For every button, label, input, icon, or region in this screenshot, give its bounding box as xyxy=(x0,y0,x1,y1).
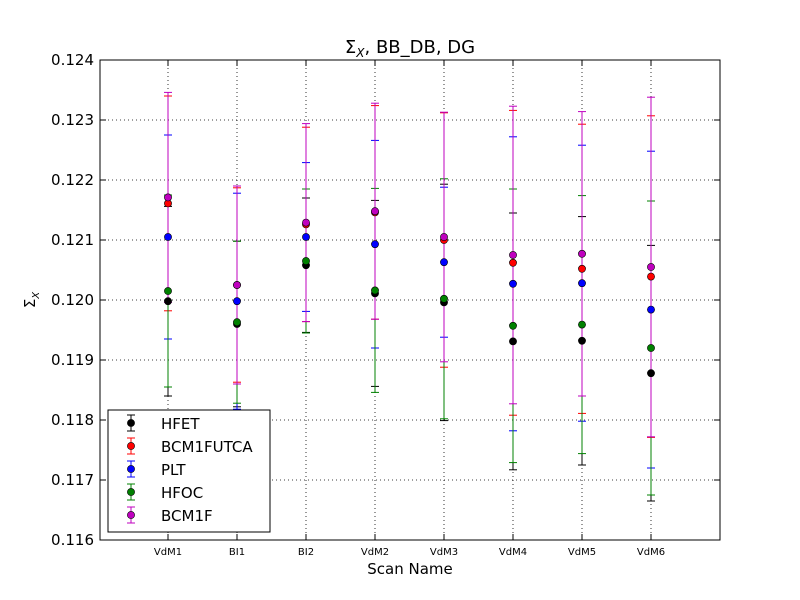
data-point xyxy=(647,272,655,281)
data-point xyxy=(302,218,310,227)
data-point xyxy=(302,233,310,241)
data-point xyxy=(302,257,310,265)
data-point xyxy=(509,279,517,288)
data-point xyxy=(578,249,586,258)
title-rest: , BB_DB, DG xyxy=(365,37,476,58)
legend-label: BCM1FUTCA xyxy=(161,438,253,456)
x-tick-label: VdM1 xyxy=(154,547,182,558)
data-point xyxy=(509,321,517,330)
legend-marker xyxy=(127,419,135,427)
data-point xyxy=(233,297,241,306)
title-subscript: X xyxy=(355,46,365,60)
data-point xyxy=(440,233,448,241)
legend-label: PLT xyxy=(161,461,186,479)
legend-label: HFET xyxy=(161,415,200,433)
data-point xyxy=(164,297,172,306)
x-tick-label: BI2 xyxy=(298,547,314,558)
title-symbol: Σ xyxy=(345,37,356,58)
data-point xyxy=(371,240,379,249)
y-tick-label: 0.119 xyxy=(51,351,94,369)
data-point xyxy=(509,251,517,259)
data-point xyxy=(647,369,655,378)
legend-marker xyxy=(127,442,135,450)
data-point xyxy=(578,279,586,288)
x-axis-label: Scan Name xyxy=(367,560,453,578)
y-tick-label: 0.116 xyxy=(51,531,94,549)
legend-label: BCM1F xyxy=(161,507,213,525)
data-point xyxy=(647,305,655,314)
data-point xyxy=(509,258,517,267)
data-point xyxy=(440,294,448,303)
ylabel-symbol: Σ xyxy=(21,299,39,308)
data-point xyxy=(440,258,448,267)
y-tick-label: 0.120 xyxy=(51,291,94,309)
data-point xyxy=(233,318,241,327)
data-points xyxy=(164,193,655,378)
data-point xyxy=(164,233,172,241)
legend-box xyxy=(107,409,271,533)
x-tick-label: BI1 xyxy=(229,547,245,558)
legend-marker xyxy=(127,488,135,496)
legend-marker xyxy=(127,465,135,473)
y-tick-label: 0.124 xyxy=(51,51,94,69)
data-point xyxy=(371,207,379,216)
data-point xyxy=(509,337,517,346)
data-point xyxy=(164,287,172,295)
data-point xyxy=(164,193,172,202)
chart-title: ΣX, BB_DB, DG xyxy=(345,37,475,60)
data-point xyxy=(578,336,586,345)
y-tick-label: 0.121 xyxy=(51,231,94,249)
data-point xyxy=(371,286,379,295)
data-point xyxy=(647,344,655,352)
legend-label: HFOC xyxy=(161,484,203,502)
y-tick-label: 0.123 xyxy=(51,111,94,129)
data-point xyxy=(233,281,241,289)
data-point xyxy=(578,264,586,273)
ylabel-subscript: X xyxy=(31,291,42,300)
legend-marker xyxy=(127,511,135,519)
x-tick-label: VdM3 xyxy=(430,547,458,558)
axis-ticks: 0.116 0.117 0.118 0.119 0.120 0.121 0.122 0.123… xyxy=(51,51,720,558)
x-tick-label: VdM6 xyxy=(637,547,665,558)
x-tick-label: VdM4 xyxy=(499,547,527,558)
legend: HFET BCM1FUTCA PLT HFOC BCM1F xyxy=(107,409,271,533)
data-point xyxy=(647,263,655,271)
x-tick-label: VdM2 xyxy=(361,547,389,558)
x-tick-label: VdM5 xyxy=(568,547,596,558)
y-axis-label: ΣX xyxy=(21,291,42,308)
y-tick-label: 0.117 xyxy=(51,471,94,489)
y-tick-label: 0.118 xyxy=(51,411,94,429)
data-point xyxy=(578,320,586,329)
y-tick-label: 0.122 xyxy=(51,171,94,189)
